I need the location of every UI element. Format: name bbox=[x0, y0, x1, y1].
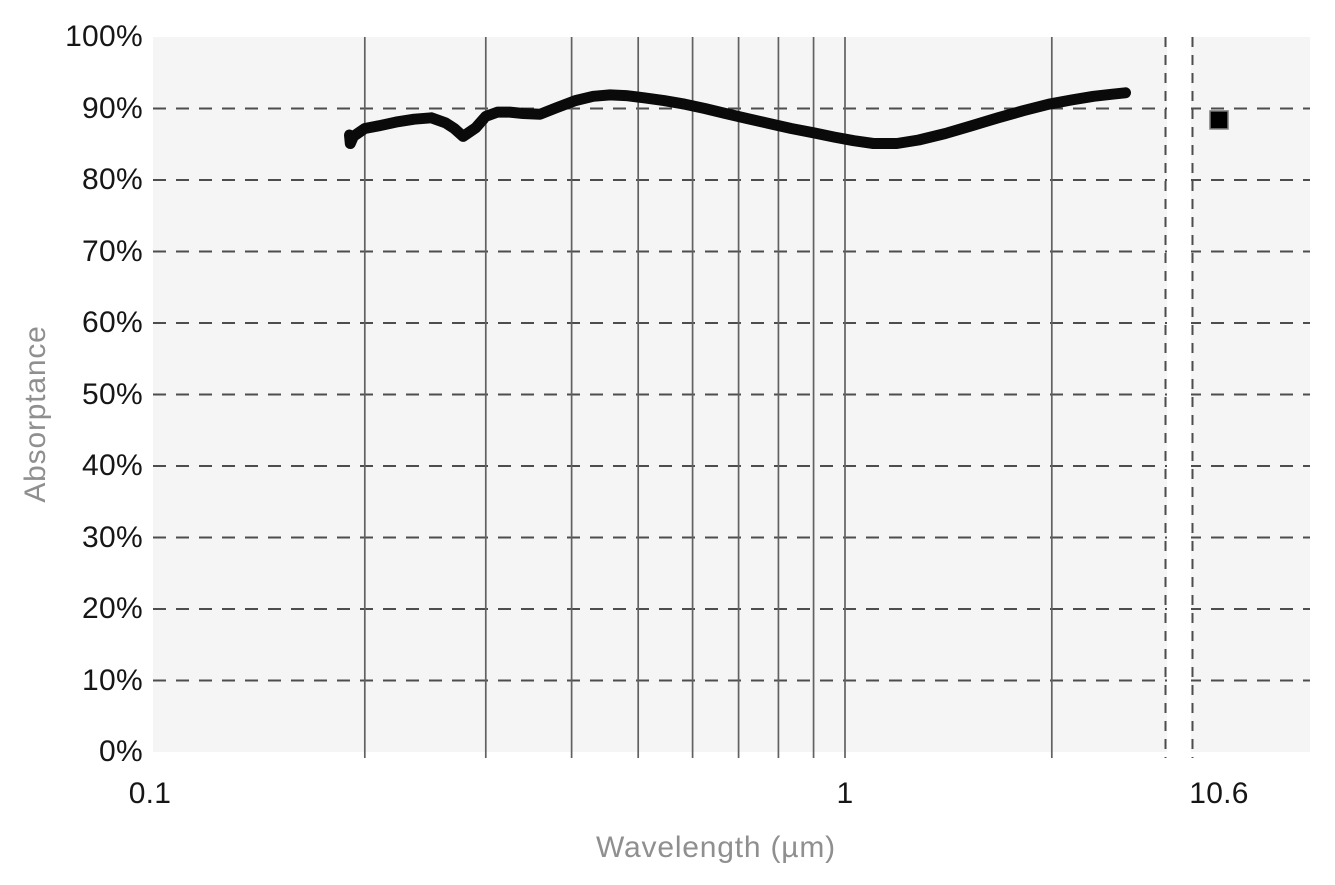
x-tick-label-0.1: 0.1 bbox=[128, 777, 172, 810]
y-tick-label-80pct: 80% bbox=[82, 163, 143, 196]
absorptance-curve bbox=[344, 87, 1131, 149]
y-tick-label-0pct: 0% bbox=[99, 735, 143, 768]
co2-10-6um-point bbox=[1209, 110, 1229, 130]
y-tick-label-40pct: 40% bbox=[82, 449, 143, 482]
y-tick-label-100pct: 100% bbox=[65, 20, 143, 53]
x-axis-title: Wavelength (µm) bbox=[596, 831, 836, 864]
x-tick-label-1: 1 bbox=[836, 777, 854, 810]
x-tick-label-10.6: 10.6 bbox=[1189, 777, 1249, 810]
axis-break-gap bbox=[1167, 37, 1191, 752]
y-tick-label-50pct: 50% bbox=[82, 377, 143, 411]
y-tick-label-20pct: 20% bbox=[82, 592, 143, 625]
y-axis-title: Absorptance bbox=[19, 325, 52, 503]
y-tick-label-70pct: 70% bbox=[82, 234, 143, 268]
y-tick-label-30pct: 30% bbox=[82, 520, 143, 554]
y-tick-label-10pct: 10% bbox=[82, 663, 143, 697]
y-tick-label-90pct: 90% bbox=[82, 91, 143, 125]
y-tick-label-60pct: 60% bbox=[82, 306, 143, 339]
